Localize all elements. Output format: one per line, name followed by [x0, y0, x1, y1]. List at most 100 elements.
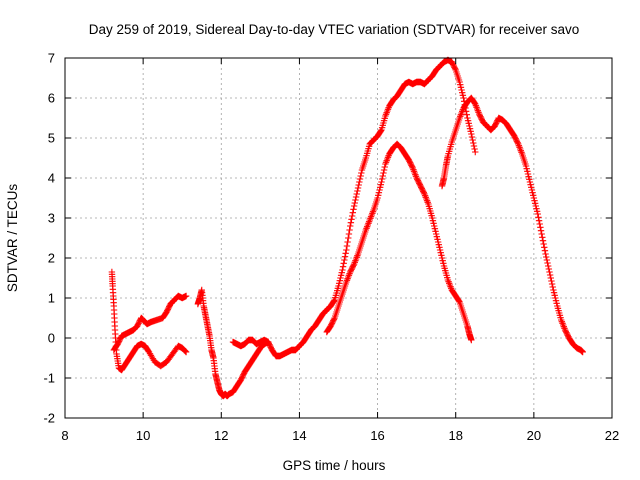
y-tick-label: -1	[43, 371, 55, 386]
data-point	[470, 142, 478, 150]
data-point	[341, 256, 348, 264]
data-point	[471, 145, 478, 153]
data-point	[378, 178, 385, 186]
x-tick-label: 16	[370, 428, 384, 443]
data-point	[470, 139, 477, 147]
data-point	[408, 163, 416, 170]
data-point	[345, 230, 353, 238]
data-point	[354, 187, 361, 195]
data-point	[380, 169, 387, 177]
data-point	[381, 163, 388, 171]
data-point	[354, 184, 362, 192]
data-point	[537, 224, 544, 231]
data-point	[549, 283, 556, 291]
x-tick-label: 20	[527, 428, 541, 443]
data-point	[345, 234, 352, 242]
data-point	[182, 348, 190, 356]
data-point	[346, 226, 353, 234]
data-point	[343, 246, 350, 254]
data-point	[451, 65, 459, 72]
data-point	[350, 206, 357, 213]
data-point	[472, 148, 479, 156]
data-point	[543, 253, 550, 261]
data-point	[347, 219, 355, 226]
data-point	[541, 244, 548, 251]
data-point	[351, 199, 358, 207]
series-arc-1	[108, 268, 190, 374]
data-point	[339, 266, 346, 274]
data-point	[330, 297, 338, 305]
data-point	[548, 277, 555, 285]
data-point	[340, 260, 347, 267]
y-tick-label: 7	[48, 51, 55, 66]
data-point	[460, 94, 467, 102]
data-point	[352, 193, 360, 201]
plot-frame	[64, 57, 613, 419]
series-arc-3	[194, 286, 272, 400]
data-point	[544, 259, 551, 267]
data-point	[546, 271, 554, 279]
data-point	[349, 209, 357, 216]
data-point	[377, 127, 385, 135]
data-point	[358, 169, 365, 177]
data-point	[514, 139, 521, 146]
data-point	[544, 262, 552, 270]
data-point	[356, 175, 364, 183]
data-point	[341, 253, 349, 260]
series-arc-4	[229, 56, 479, 360]
data-point	[545, 265, 553, 273]
data-point	[379, 172, 386, 180]
data-point	[380, 166, 388, 174]
y-tick-label: 2	[48, 251, 55, 266]
y-tick-label: 4	[48, 171, 55, 186]
x-tick-label: 14	[292, 428, 306, 443]
data-point	[540, 240, 547, 248]
data-point	[536, 220, 543, 228]
data-point	[181, 347, 189, 354]
data-point	[344, 238, 351, 246]
y-axis-label: SDTVAR / TECUs	[5, 184, 20, 293]
y-tick-label: 1	[48, 291, 55, 306]
data-point	[548, 280, 556, 288]
data-point	[535, 214, 542, 221]
y-tick-label: 0	[48, 331, 55, 346]
data-point	[342, 250, 349, 257]
data-point	[468, 336, 475, 344]
x-tick-label: 10	[136, 428, 150, 443]
x-tick-label: 22	[605, 428, 619, 443]
data-point	[546, 268, 553, 276]
data-point	[542, 250, 549, 258]
data-point	[534, 210, 541, 218]
data-point	[352, 196, 359, 204]
data-point	[469, 136, 476, 144]
x-tick-label: 8	[61, 428, 68, 443]
data-point	[537, 227, 545, 234]
data-point	[347, 222, 354, 230]
data-point	[455, 297, 463, 305]
data-point	[378, 175, 386, 183]
data-point	[182, 348, 189, 355]
data-point	[468, 130, 475, 138]
series-arc-2	[110, 292, 190, 354]
data-point	[355, 181, 362, 189]
data-point	[541, 247, 549, 254]
data-point	[350, 202, 358, 210]
data-point	[343, 242, 351, 250]
data-point	[350, 262, 357, 269]
data-point	[539, 237, 547, 244]
data-point	[547, 274, 554, 282]
y-tick-label: 3	[48, 211, 55, 226]
x-tick-label: 12	[214, 428, 228, 443]
data-point	[468, 133, 476, 141]
data-point	[348, 212, 356, 220]
data-point	[182, 292, 190, 300]
series-arc-6	[438, 94, 586, 356]
data-point	[356, 178, 363, 186]
data-point	[538, 230, 545, 238]
y-tick-label: 6	[48, 91, 55, 106]
series-arc-5	[323, 140, 475, 344]
y-tick-label: -2	[43, 411, 55, 426]
x-axis-label: GPS time / hours	[283, 458, 386, 473]
